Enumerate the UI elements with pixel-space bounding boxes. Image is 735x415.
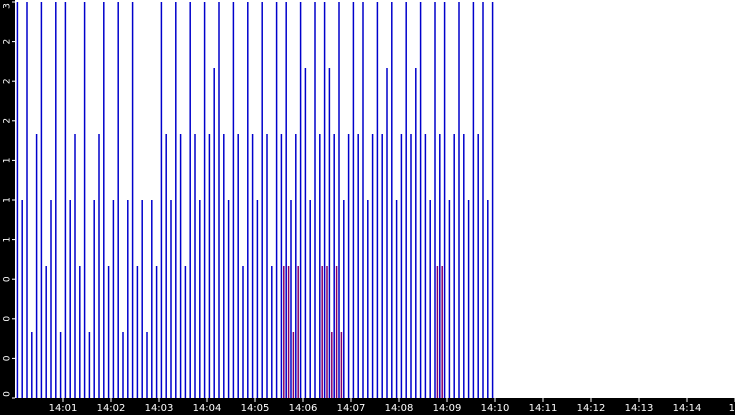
- y-tick-label: 1: [3, 158, 13, 164]
- y-tick-label: 0: [3, 276, 13, 282]
- x-tick-label: 14:09: [433, 403, 462, 414]
- x-tick-label: 14:03: [145, 403, 174, 414]
- x-axis-strip: [0, 398, 735, 415]
- x-tick-label: 14:07: [337, 403, 366, 414]
- x-tick-label: 14:02: [97, 403, 126, 414]
- y-tick-label: 2: [3, 39, 13, 45]
- x-tick-label: 14:06: [289, 403, 318, 414]
- x-tick-label: 14:11: [529, 403, 558, 414]
- x-tick-label: 14:04: [193, 403, 222, 414]
- y-axis-strip: [0, 0, 15, 415]
- x-tick-label: 14:01: [49, 403, 78, 414]
- x-tick-label: 14:13: [625, 403, 654, 414]
- y-tick-label: 0: [3, 355, 13, 361]
- x-tick-label: 14:12: [577, 403, 606, 414]
- y-tick-label: 2: [3, 78, 13, 84]
- x-tick-label: 14: [729, 403, 735, 414]
- y-tick-label: 0: [3, 316, 13, 322]
- y-tick-label: 0: [3, 391, 13, 397]
- x-tick-label: 14:08: [385, 403, 414, 414]
- x-tick-label: 14:10: [481, 403, 510, 414]
- y-tick-label: 1: [3, 237, 13, 243]
- y-tick-label: 1: [3, 197, 13, 203]
- x-tick-label: 14:14: [673, 403, 702, 414]
- y-tick-label: 2: [3, 118, 13, 124]
- y-tick-label: 3: [3, 3, 13, 9]
- x-tick-label: 14:05: [241, 403, 270, 414]
